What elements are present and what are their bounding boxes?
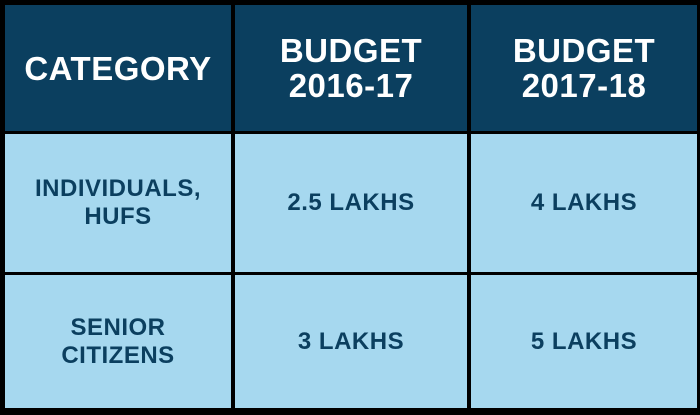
table: CATEGORY BUDGET 2016-17 BUDGET 2017-18 I… xyxy=(5,5,697,410)
value-cell: 2.5 LAKHS xyxy=(235,134,467,272)
value-cell: 4 LAKHS xyxy=(471,134,697,272)
header-cell: BUDGET 2016-17 xyxy=(235,5,467,131)
value-cell: 5 LAKHS xyxy=(471,275,697,408)
header-cell: CATEGORY xyxy=(5,5,231,131)
category-cell: INDIVIDUALS, HUFS xyxy=(5,134,231,272)
header-cell: BUDGET 2017-18 xyxy=(471,5,697,131)
category-cell: SENIOR CITIZENS xyxy=(5,275,231,408)
value-cell: 3 LAKHS xyxy=(235,275,467,408)
